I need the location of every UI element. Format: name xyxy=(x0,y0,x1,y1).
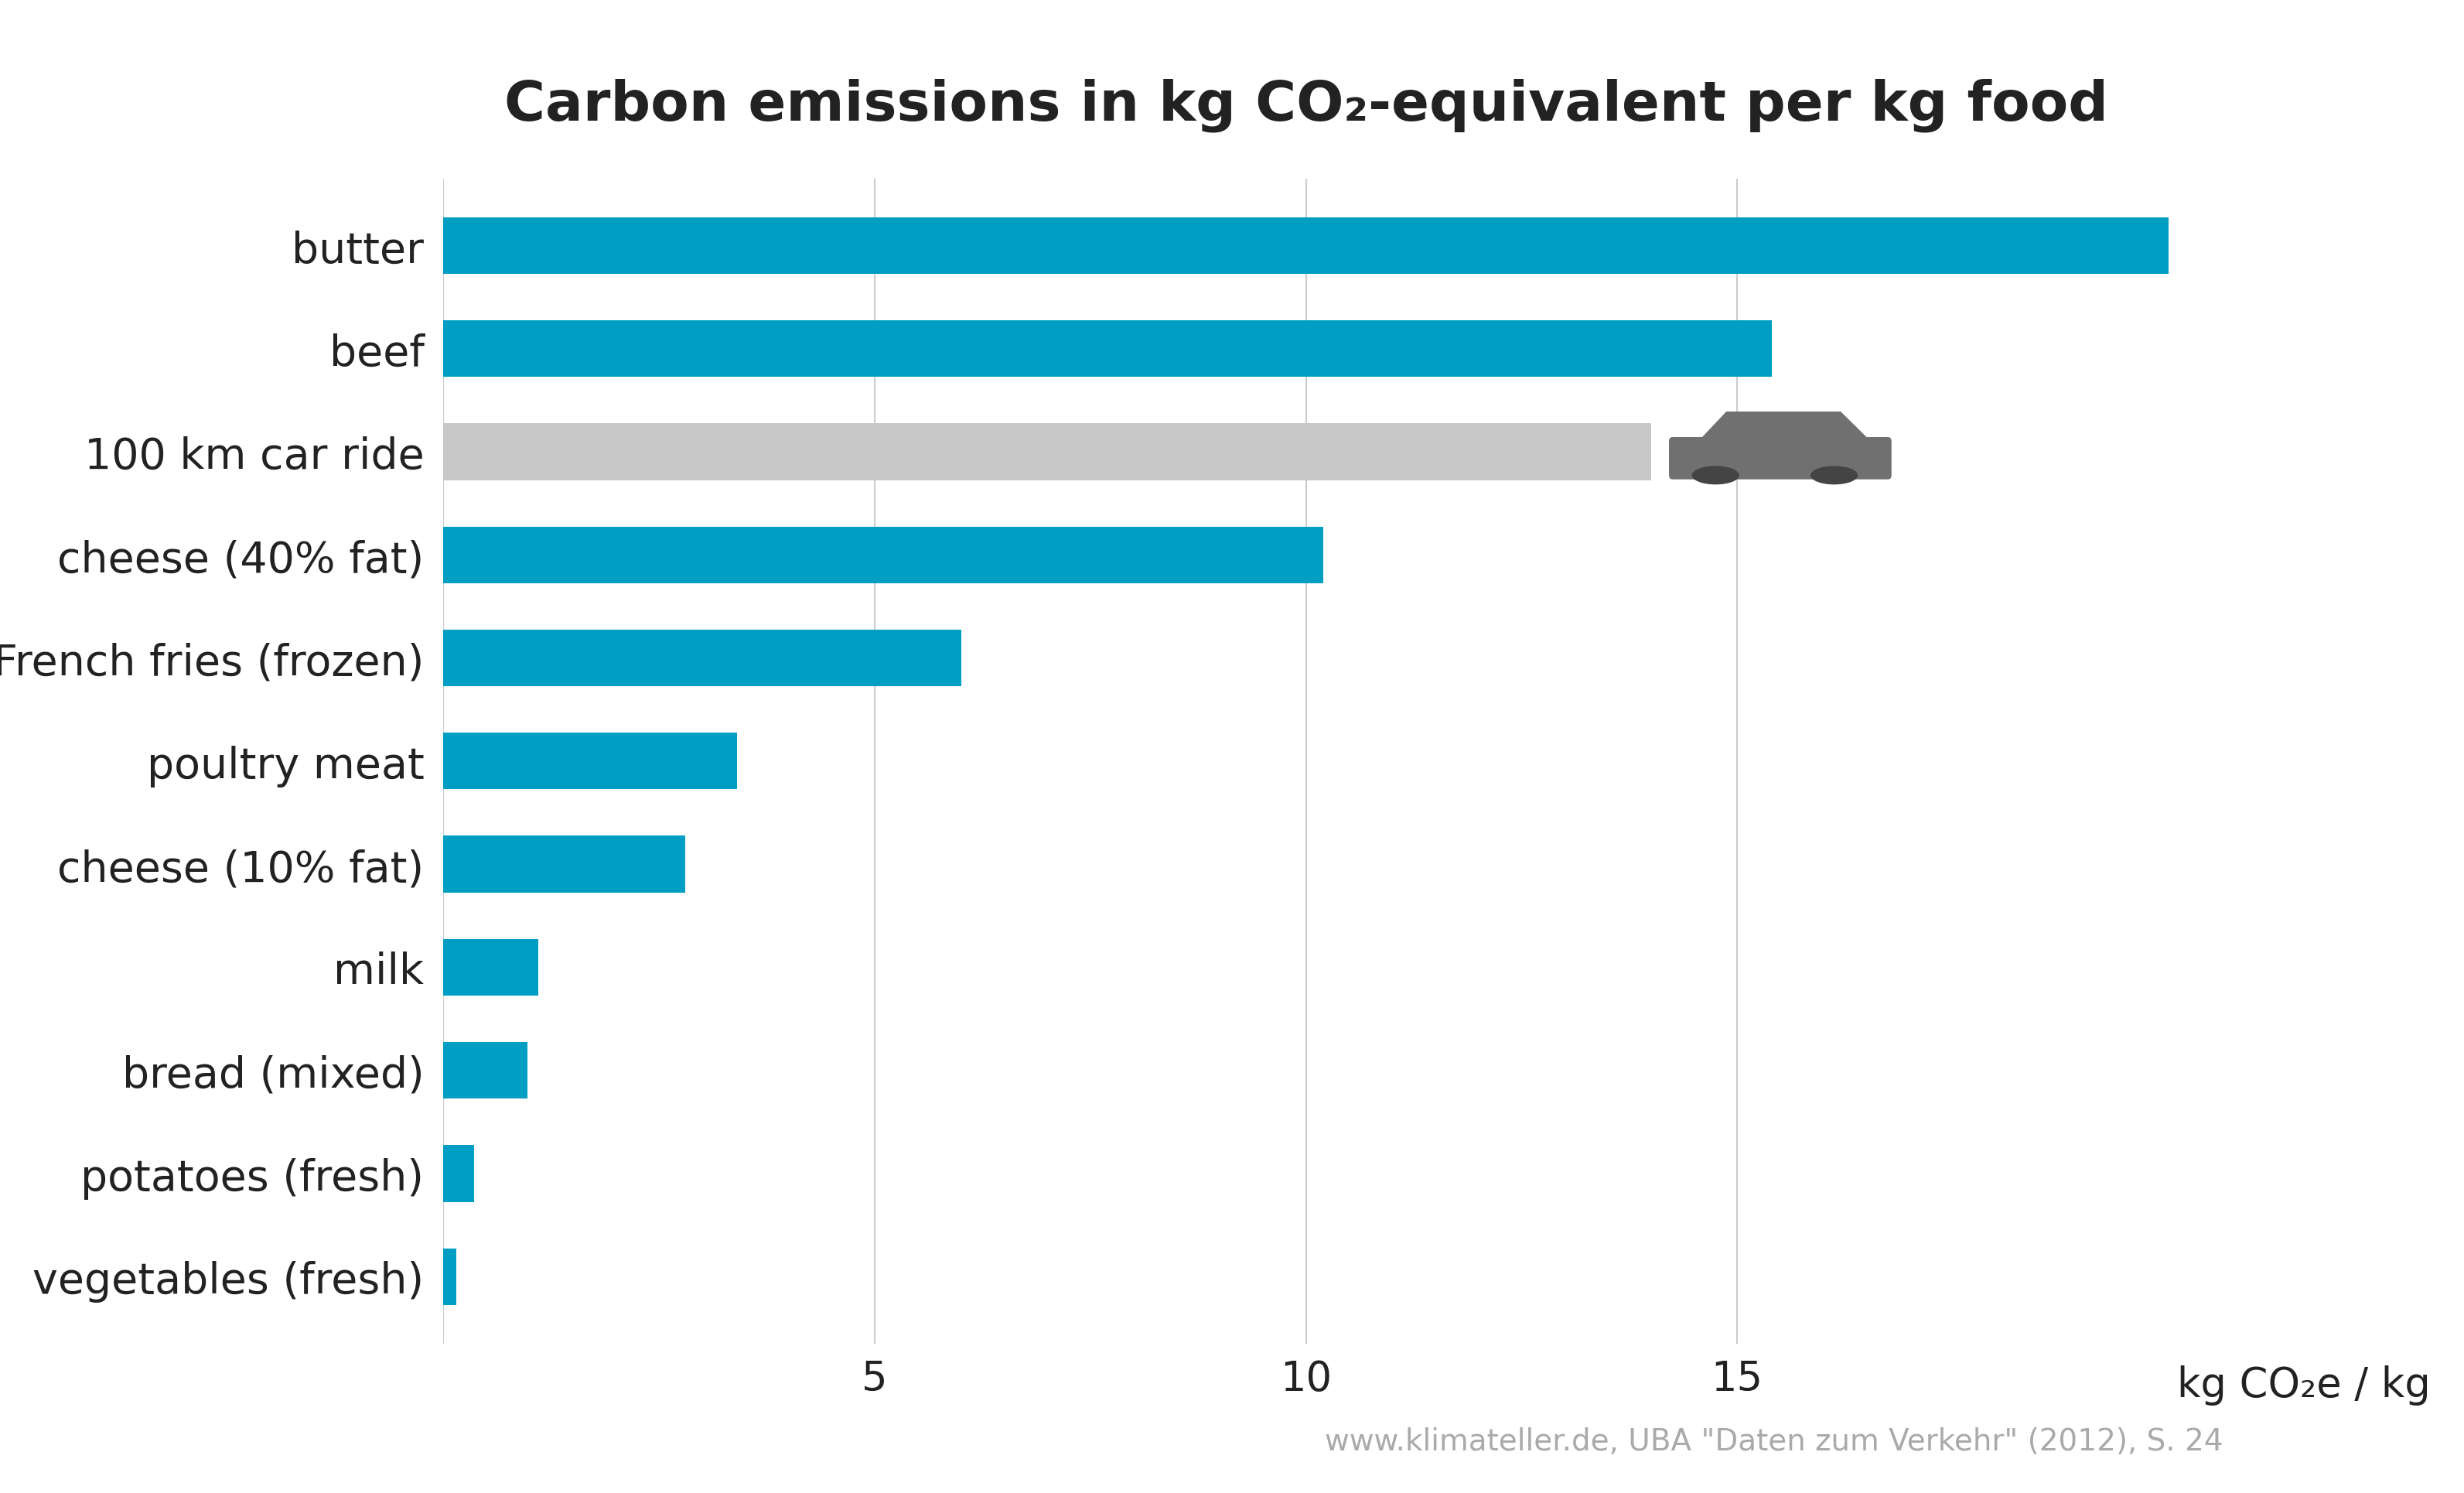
Text: kg CO₂e / kg: kg CO₂e / kg xyxy=(2178,1365,2430,1405)
Title: Carbon emissions in kg CO₂-equivalent per kg food: Carbon emissions in kg CO₂-equivalent pe… xyxy=(505,78,2107,131)
Ellipse shape xyxy=(1811,466,1858,485)
Polygon shape xyxy=(1698,412,1870,442)
Bar xyxy=(444,733,737,790)
Bar xyxy=(444,1248,456,1305)
Bar xyxy=(444,1145,473,1202)
Bar xyxy=(444,218,2464,275)
Bar xyxy=(444,630,961,687)
Bar xyxy=(444,939,540,996)
Bar xyxy=(444,1042,527,1099)
Bar xyxy=(444,527,1323,584)
Bar xyxy=(444,836,685,893)
Bar xyxy=(444,321,1772,378)
Ellipse shape xyxy=(1693,466,1740,485)
FancyBboxPatch shape xyxy=(1668,437,1892,479)
Bar xyxy=(444,424,1651,481)
Text: www.klimateller.de, UBA "Daten zum Verkehr" (2012), S. 24: www.klimateller.de, UBA "Daten zum Verke… xyxy=(1326,1426,2223,1456)
